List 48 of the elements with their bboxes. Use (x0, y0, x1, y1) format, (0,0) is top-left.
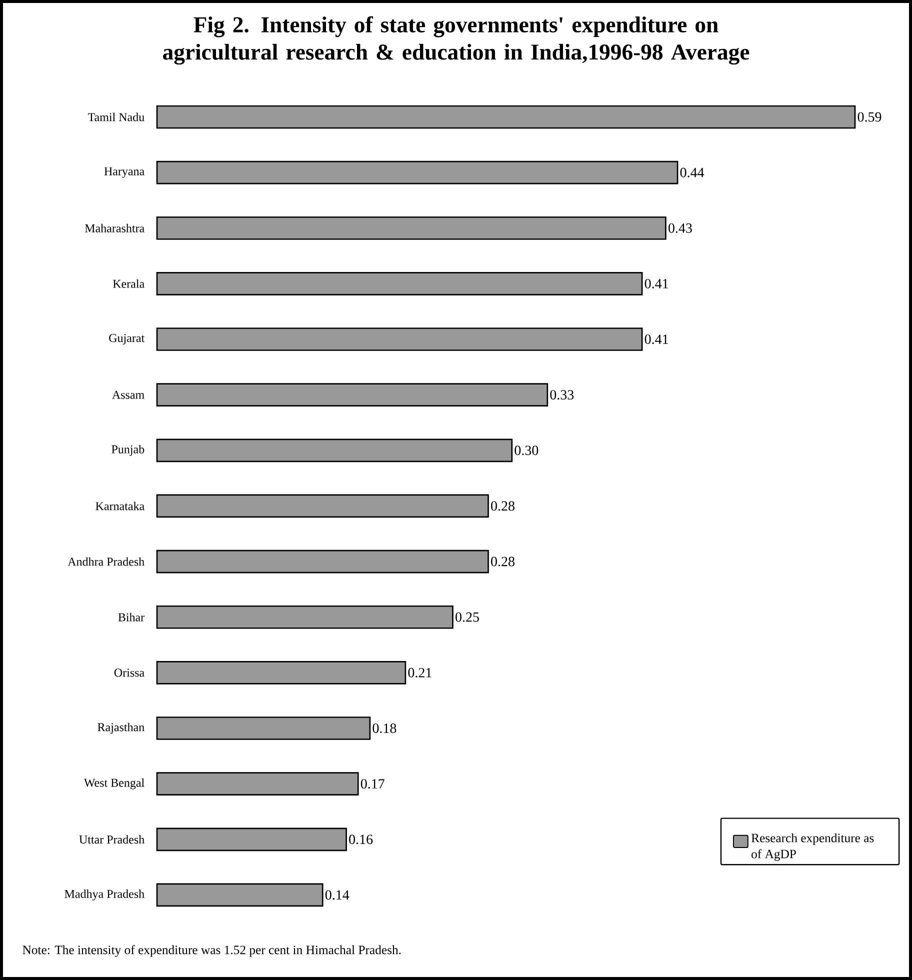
legend-label: Research expenditure as of AgDP (751, 833, 874, 861)
y-tick-label: West Bengal (84, 778, 144, 790)
bar (156, 661, 406, 684)
y-tick-label: Punjab (112, 444, 144, 456)
bar (156, 494, 489, 518)
y-tick-label: Andhra Pradesh (68, 557, 144, 566)
data-label: 0.21 (408, 668, 432, 678)
bar (156, 105, 856, 129)
y-tick-label: Tamil Nadu (88, 112, 144, 122)
bar (156, 216, 666, 240)
data-label: 0.59 (858, 112, 882, 122)
data-label: 0.17 (360, 779, 384, 789)
bar (156, 550, 489, 574)
y-tick-label: Rajasthan (98, 722, 144, 734)
bar (156, 438, 513, 462)
y-tick-label: Orissa (114, 668, 144, 677)
bar (156, 716, 371, 740)
y-tick-label: Uttar Pradesh (79, 835, 144, 844)
chart-title: Fig 2. Intensity of state governments' expenditure on agricultural research & education in India,1996-98 Average (163, 16, 750, 65)
bar (156, 272, 643, 296)
data-label: 0.41 (644, 334, 668, 344)
bar (156, 828, 347, 852)
bar (156, 883, 324, 907)
data-label: 0.25 (456, 612, 479, 622)
y-tick-label: Haryana (104, 167, 144, 178)
data-label: 0.43 (668, 223, 692, 233)
data-label: 0.41 (644, 278, 668, 288)
y-tick-label: Madhya Pradesh (64, 890, 144, 900)
y-tick-label: Karnataka (96, 502, 144, 510)
bar (156, 605, 454, 629)
data-label: 0.14 (325, 890, 350, 900)
y-tick-label: Maharashtra (84, 224, 144, 232)
data-label: 0.28 (491, 556, 514, 566)
bar (156, 772, 359, 796)
data-label: 0.33 (550, 390, 574, 400)
y-tick-label: Gujarat (109, 334, 145, 345)
bar (156, 160, 678, 184)
y-tick-label: Kerala (112, 279, 144, 288)
data-label: 0.18 (372, 724, 396, 733)
data-label: 0.28 (491, 501, 514, 511)
text: Note: The intensity of expenditure was 1.52 per cent in Himachal Pradesh. (22, 945, 401, 957)
bar (156, 383, 548, 407)
y-tick-label: Assam (112, 390, 144, 399)
data-label: 0.16 (349, 834, 373, 844)
bar (156, 328, 643, 351)
y-tick-label: Bihar (118, 612, 144, 622)
data-label: 0.44 (680, 168, 704, 178)
data-label: 0.30 (514, 446, 538, 456)
